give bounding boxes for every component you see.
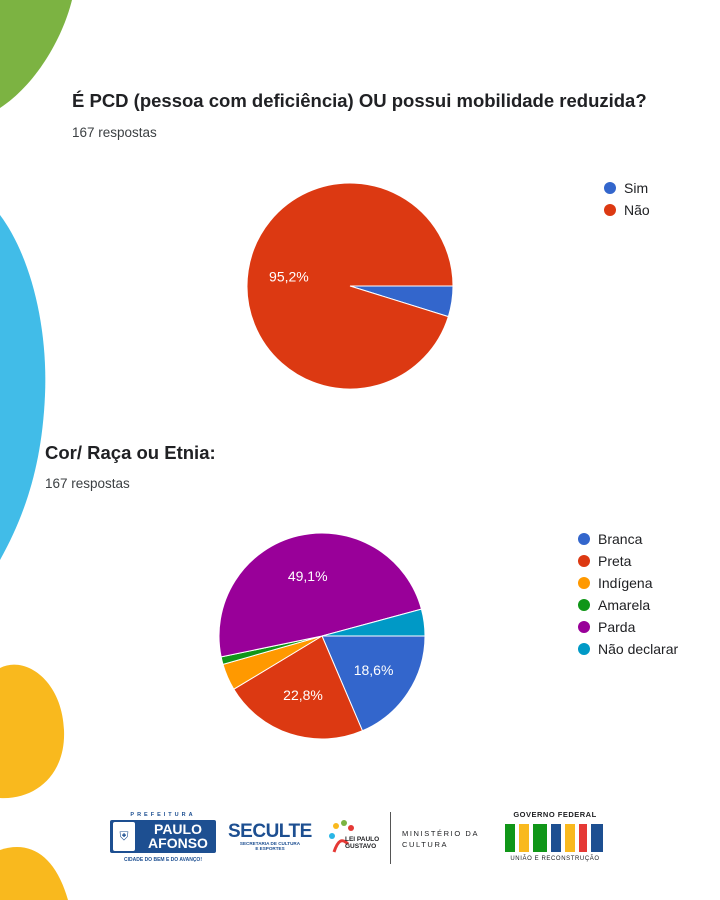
legend-item-indígena: Indígena bbox=[578, 572, 678, 594]
legend-item-sim: Sim bbox=[604, 177, 650, 199]
blue-side-shape bbox=[0, 215, 46, 560]
legend-item-parda: Parda bbox=[578, 616, 678, 638]
legend-label: Branca bbox=[598, 531, 643, 547]
green-corner-shape bbox=[0, 0, 72, 108]
governo-federal-slogan: UNIÃO E RECONSTRUÇÃO bbox=[510, 856, 600, 862]
legend-label: Indígena bbox=[598, 575, 653, 591]
pie-chart-pcd: 95,2% bbox=[246, 182, 454, 390]
pie-slice-branca bbox=[321, 635, 426, 732]
legend-cor-raca: Branca Preta Indígena Amarela Parda Não decla… bbox=[578, 528, 678, 660]
pie-slice-parda bbox=[218, 532, 423, 658]
legend-swatch bbox=[578, 599, 590, 611]
footer-logos bbox=[0, 800, 720, 900]
brasil-logo: BRASIL bbox=[505, 824, 603, 852]
legend-label: Preta bbox=[598, 553, 632, 569]
ministerio-da-cultura: MINISTÉRIO DA CULTURA bbox=[402, 829, 479, 849]
paulo-afonso-name: PAULO AFONSO bbox=[148, 821, 208, 851]
legend-label: Amarela bbox=[598, 597, 651, 613]
legend-label: Não declarar bbox=[598, 641, 679, 657]
footer-divider bbox=[390, 812, 391, 864]
yellow-side-shape bbox=[0, 664, 68, 900]
governo-federal-label: GOVERNO FEDERAL bbox=[513, 810, 597, 819]
paulo-afonso-slogan: CIDADE DO BEM E DO AVANÇO! bbox=[124, 857, 202, 863]
legend-label: Não bbox=[624, 202, 650, 218]
legend-item-não: Não bbox=[604, 199, 650, 221]
secult-subtitle: SECRETARIA DE CULTURA E ESPORTES bbox=[239, 841, 301, 851]
slice-label-preta: 22,8% bbox=[283, 687, 323, 703]
pie-slice-não bbox=[246, 182, 454, 390]
lei-paulo-gustavo-icon bbox=[329, 820, 354, 853]
pie-slice-preta bbox=[233, 635, 364, 740]
crest-icon: ⛨ bbox=[113, 822, 135, 851]
legend-pcd: Sim Não bbox=[604, 177, 650, 221]
slice-label-branca: 18,6% bbox=[354, 662, 394, 678]
legend-swatch bbox=[578, 555, 590, 567]
legend-item-amarela: Amarela bbox=[578, 594, 678, 616]
pie-slice-não-declarar bbox=[321, 608, 426, 637]
prefeitura-label: PREFEITURA bbox=[130, 812, 196, 818]
response-count-pcd: 167 respostas bbox=[72, 125, 157, 140]
pie-chart-cor-raca: 18,6% 22,8% 49,1% bbox=[218, 532, 426, 740]
legend-swatch bbox=[578, 621, 590, 633]
response-count-cor-raca: 167 respostas bbox=[45, 476, 130, 491]
legend-swatch bbox=[578, 577, 590, 589]
legend-label: Sim bbox=[624, 180, 649, 196]
legend-item-não-declarar: Não declarar bbox=[578, 638, 678, 660]
slice-label-parda: 49,1% bbox=[288, 568, 328, 584]
question-title-pcd: É PCD (pessoa com deficiência) OU possui… bbox=[72, 90, 647, 111]
slice-label-não: 95,2% bbox=[269, 269, 309, 285]
secult-logo: SECULTE bbox=[228, 821, 312, 842]
legend-swatch bbox=[578, 533, 590, 545]
legend-label: Parda bbox=[598, 619, 636, 635]
legend-item-branca: Branca bbox=[578, 528, 678, 550]
legend-item-preta: Preta bbox=[578, 550, 678, 572]
legend-swatch bbox=[604, 182, 616, 194]
lei-paulo-gustavo-text: LEI PAULO GUSTAVO bbox=[345, 836, 380, 850]
legend-swatch bbox=[578, 643, 590, 655]
legend-swatch bbox=[604, 204, 616, 216]
question-title-cor-raca: Cor/ Raça ou Etnia: bbox=[45, 442, 216, 463]
